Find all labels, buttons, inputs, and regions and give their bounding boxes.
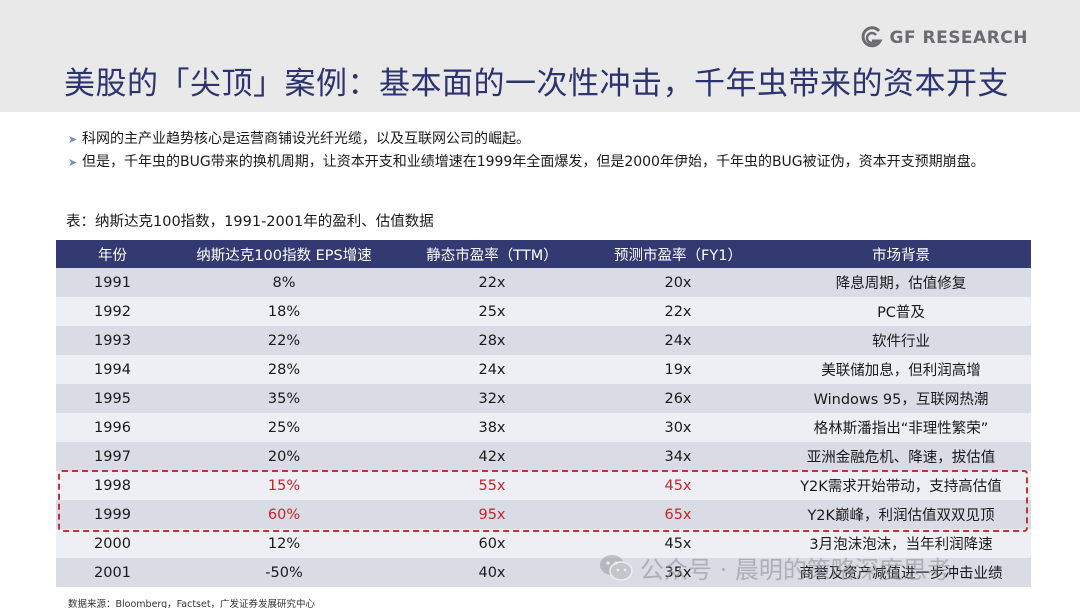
cell-pe-fy1: 65x [585, 500, 771, 529]
cell-eps-growth: 12% [169, 529, 399, 558]
cell-pe-ttm: 24x [399, 355, 585, 384]
header-pe-fy1: 预测市盈率（FY1） [585, 240, 771, 268]
cell-year: 1993 [56, 326, 169, 355]
table-row: 1997 20% 42x 34x 亚洲金融危机、降速，拔估值 [56, 442, 1031, 471]
cell-pe-ttm: 95x [399, 500, 585, 529]
table-row: 1994 28% 24x 19x 美联储加息，但利润高增 [56, 355, 1031, 384]
cell-pe-fy1: 24x [585, 326, 771, 355]
data-table: 年份 纳斯达克100指数 EPS增速 静态市盈率（TTM） 预测市盈率（FY1）… [56, 240, 1031, 587]
cell-pe-fy1: 19x [585, 355, 771, 384]
table-header-row: 年份 纳斯达克100指数 EPS增速 静态市盈率（TTM） 预测市盈率（FY1）… [56, 240, 1031, 268]
cell-year: 1994 [56, 355, 169, 384]
table-caption: 表：纳斯达克100指数，1991-2001年的盈利、估值数据 [66, 214, 434, 230]
cell-eps-growth: 28% [169, 355, 399, 384]
watermark-text: 公众号 · 晨明的策略深度思考 [640, 556, 951, 584]
cell-market-context: 亚洲金融危机、降速，拔估值 [771, 442, 1031, 471]
table-row: 1993 22% 28x 24x 软件行业 [56, 326, 1031, 355]
cell-pe-fy1: 22x [585, 297, 771, 326]
wechat-icon [600, 554, 633, 581]
header-year: 年份 [56, 240, 169, 268]
cell-year: 1996 [56, 413, 169, 442]
source-note: 数据来源：Bloomberg，Factset，广发证券发展研究中心 [68, 599, 316, 608]
table-row: 1996 25% 38x 30x 格林斯潘指出“非理性繁荣” [56, 413, 1031, 442]
bullet-text: 科网的主产业趋势核心是运营商铺设光纤光缆，以及互联网公司的崛起。 [82, 131, 530, 147]
brand-name: GF RESEARCH [889, 28, 1028, 48]
cell-eps-growth: 60% [169, 500, 399, 529]
cell-pe-ttm: 40x [399, 558, 585, 587]
cell-eps-growth: 35% [169, 384, 399, 413]
cell-pe-ttm: 32x [399, 384, 585, 413]
cell-market-context: Windows 95，互联网热潮 [771, 384, 1031, 413]
highlight-box [58, 470, 1028, 532]
bullet-text: 但是，千年虫的BUG带来的换机周期，让资本开支和业绩增速在1999年全面爆发，但… [82, 154, 985, 170]
cell-pe-fy1: 26x [585, 384, 771, 413]
cell-year: 2001 [56, 558, 169, 587]
cell-pe-ttm: 38x [399, 413, 585, 442]
cell-year: 1995 [56, 384, 169, 413]
watermark: 公众号 · 晨明的策略深度思考 [598, 550, 951, 585]
cell-pe-ttm: 25x [399, 297, 585, 326]
cell-year: 1997 [56, 442, 169, 471]
cell-eps-growth: 8% [169, 268, 399, 297]
table-row: 2000 12% 60x 45x 3月泡沫泡沫，当年利润降速 [56, 529, 1031, 558]
cell-market-context: 格林斯潘指出“非理性繁荣” [771, 413, 1031, 442]
bullet-arrow-icon: ➤ [68, 156, 78, 169]
cell-eps-growth: 20% [169, 442, 399, 471]
cell-year: 1992 [56, 297, 169, 326]
bullet-arrow-icon: ➤ [68, 133, 78, 146]
cell-pe-ttm: 22x [399, 268, 585, 297]
bullet-item: ➤ 但是，千年虫的BUG带来的换机周期，让资本开支和业绩增速在1999年全面爆发… [68, 151, 1038, 174]
cell-market-context: 商誉及资产减值进一步冲击业绩 [771, 558, 1031, 587]
cell-pe-ttm: 42x [399, 442, 585, 471]
header-market-context: 市场背景 [771, 240, 1031, 268]
table-row: 1995 35% 32x 26x Windows 95，互联网热潮 [56, 384, 1031, 413]
cell-market-context: 3月泡沫泡沫，当年利润降速 [771, 529, 1031, 558]
cell-year: 2000 [56, 529, 169, 558]
cell-market-context: PC普及 [771, 297, 1031, 326]
cell-year: 1999 [56, 500, 169, 529]
bullet-list: ➤ 科网的主产业趋势核心是运营商铺设光纤光缆，以及互联网公司的崛起。 ➤ 但是，… [68, 128, 1038, 174]
cell-market-context: 软件行业 [771, 326, 1031, 355]
cell-market-context: 降息周期，估值修复 [771, 268, 1031, 297]
cell-pe-fy1: 34x [585, 442, 771, 471]
cell-market-context: 美联储加息，但利润高增 [771, 355, 1031, 384]
cell-eps-growth: 22% [169, 326, 399, 355]
cell-market-context: Y2K巅峰，利润估值双双见顶 [771, 500, 1031, 529]
table-row: 1992 18% 25x 22x PC普及 [56, 297, 1031, 326]
cell-eps-growth: 25% [169, 413, 399, 442]
header-eps-growth: 纳斯达克100指数 EPS增速 [169, 240, 399, 268]
table-row: 1991 8% 22x 20x 降息周期，估值修复 [56, 268, 1031, 297]
cell-year: 1991 [56, 268, 169, 297]
cell-market-context: Y2K需求开始带动，支持高估值 [771, 471, 1031, 500]
table-row-highlighted: 1998 15% 55x 45x Y2K需求开始带动，支持高估值 [56, 471, 1031, 500]
page-title: 美股的「尖顶」案例：基本面的一次性冲击，千年虫带来的资本开支 [64, 66, 1009, 102]
bullet-item: ➤ 科网的主产业趋势核心是运营商铺设光纤光缆，以及互联网公司的崛起。 [68, 128, 1038, 151]
cell-pe-ttm: 60x [399, 529, 585, 558]
table-row-highlighted: 1999 60% 95x 65x Y2K巅峰，利润估值双双见顶 [56, 500, 1031, 529]
cell-pe-fy1: 20x [585, 268, 771, 297]
cell-eps-growth: 15% [169, 471, 399, 500]
cell-pe-fy1: 30x [585, 413, 771, 442]
gf-logo-icon [861, 26, 883, 48]
cell-pe-fy1: 45x [585, 529, 771, 558]
cell-pe-fy1: 45x [585, 471, 771, 500]
cell-eps-growth: -50% [169, 558, 399, 587]
cell-year: 1998 [56, 471, 169, 500]
header-pe-ttm: 静态市盈率（TTM） [399, 240, 585, 268]
cell-pe-ttm: 55x [399, 471, 585, 500]
cell-eps-growth: 18% [169, 297, 399, 326]
brand: GF RESEARCH [860, 26, 1029, 50]
cell-pe-ttm: 28x [399, 326, 585, 355]
header-band [0, 0, 1080, 112]
